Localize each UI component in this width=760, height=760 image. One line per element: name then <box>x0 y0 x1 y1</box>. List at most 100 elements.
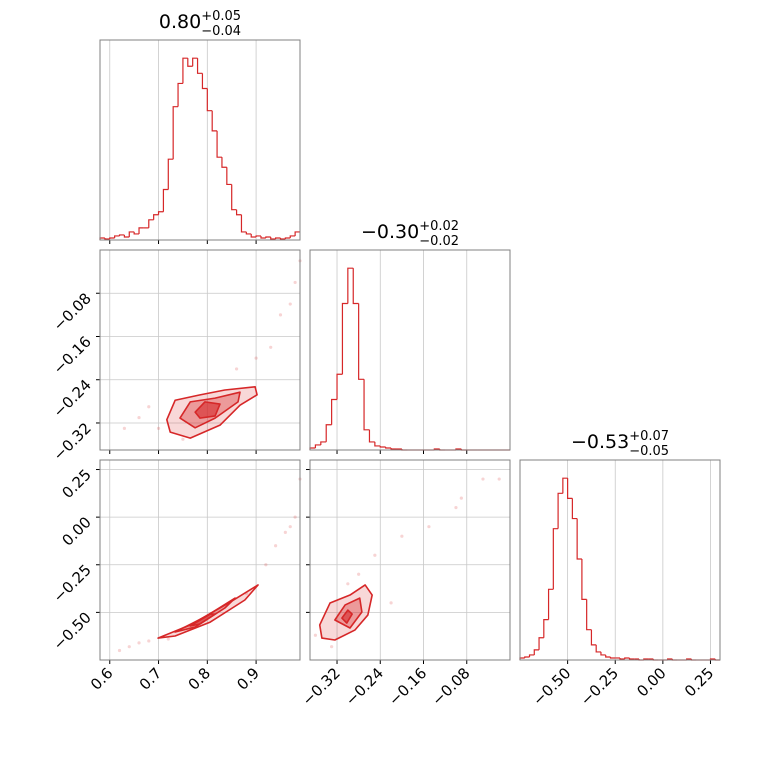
sample-point <box>269 345 273 349</box>
histogram-step <box>385 446 392 449</box>
sample-point <box>264 563 268 567</box>
histogram-step <box>320 441 327 445</box>
histogram-step <box>581 558 587 600</box>
histogram-step <box>177 82 183 107</box>
histogram-step <box>133 231 140 235</box>
histogram-step <box>576 518 582 560</box>
histogram-step <box>379 445 386 448</box>
histogram-step <box>547 588 554 620</box>
sample-point <box>288 302 292 306</box>
x-tick-label: −0.08 <box>428 664 473 709</box>
histogram-step <box>138 227 144 234</box>
y-tick-label: −0.50 <box>50 608 95 653</box>
histogram-step <box>325 424 332 442</box>
sample-point <box>481 477 485 481</box>
histogram-step <box>590 629 597 646</box>
histogram-step <box>374 441 381 447</box>
histogram-step <box>196 58 203 74</box>
histogram-step <box>543 618 549 638</box>
x-tick-label: −0.25 <box>577 664 622 709</box>
histogram-step <box>265 236 271 238</box>
contour <box>189 613 216 627</box>
sample-point <box>346 582 350 586</box>
x-tick-label: 0.7 <box>136 664 166 694</box>
panel-frame <box>309 249 511 451</box>
sample-point <box>181 437 185 441</box>
title-upper: +0.07 <box>629 429 669 444</box>
title-lower: −0.04 <box>201 24 241 39</box>
histogram-step <box>557 492 563 529</box>
x-tick-label: 0.6 <box>87 664 117 694</box>
histogram-step <box>192 57 198 67</box>
histogram-step <box>628 657 635 660</box>
sample-point <box>274 544 278 548</box>
sample-point <box>117 648 122 653</box>
histogram-step <box>104 237 110 240</box>
histogram-step <box>245 231 252 235</box>
histogram-step <box>279 237 286 240</box>
sample-point <box>288 525 292 529</box>
histogram-step <box>109 237 115 239</box>
histogram-step <box>352 268 359 305</box>
sample-point <box>278 313 283 317</box>
histogram-step <box>118 234 125 236</box>
sample-point <box>137 415 141 420</box>
sample-point <box>122 426 126 430</box>
panel-frame <box>519 459 721 661</box>
histogram-step <box>567 478 573 499</box>
histogram-step <box>221 157 227 168</box>
histogram-step <box>538 637 544 650</box>
sample-point <box>127 645 131 649</box>
histogram-step <box>533 649 540 655</box>
histogram-step <box>240 214 247 233</box>
x-tick-label: −0.32 <box>299 664 344 709</box>
sample-point <box>147 639 151 643</box>
panel-frame <box>99 249 301 451</box>
title-value: −0.53 <box>571 431 629 453</box>
x-tick-label: 0.8 <box>185 664 215 694</box>
histogram-step <box>255 235 261 237</box>
sample-point <box>389 601 393 605</box>
histogram-step <box>148 219 154 228</box>
x-tick-label: 0.00 <box>633 664 669 700</box>
panel-frame <box>99 39 301 241</box>
sample-point <box>156 426 161 430</box>
title-value: 0.80 <box>159 11 201 33</box>
x-tick-label: 0.9 <box>233 664 263 694</box>
sample-point <box>313 633 318 637</box>
title-lower: −0.05 <box>629 444 669 459</box>
y-tick-label: −0.24 <box>50 376 95 421</box>
histogram-step <box>206 88 213 112</box>
x-tick-label: 0.25 <box>681 664 717 700</box>
sample-point <box>137 641 141 645</box>
panel-frame <box>99 459 301 661</box>
histogram-step <box>528 654 535 657</box>
histogram-step <box>314 444 321 448</box>
x-tick-label: −0.50 <box>529 664 574 709</box>
panel-frame <box>309 459 511 661</box>
histogram-step <box>128 231 135 237</box>
histogram-step <box>368 429 375 443</box>
sample-point <box>293 515 297 519</box>
histogram-step <box>552 528 559 590</box>
sample-point <box>254 356 258 360</box>
histogram-step <box>524 656 530 658</box>
histogram-step <box>619 657 625 660</box>
sample-point <box>497 477 501 481</box>
y-tick-label: 0.25 <box>58 466 94 502</box>
histogram-step <box>167 158 174 190</box>
histogram-step <box>172 106 179 160</box>
histogram-step <box>182 57 188 84</box>
histogram-step <box>609 656 616 659</box>
y-tick-label: −0.25 <box>50 561 95 606</box>
histogram-step <box>201 73 208 90</box>
x-tick-label: −0.24 <box>342 664 387 709</box>
title-value: −0.30 <box>361 221 419 243</box>
contour <box>174 597 236 633</box>
title-upper: +0.05 <box>201 9 241 24</box>
histogram-step <box>123 234 130 238</box>
histogram-step <box>153 214 159 220</box>
histogram-step <box>363 379 370 431</box>
sample-point <box>234 367 239 371</box>
